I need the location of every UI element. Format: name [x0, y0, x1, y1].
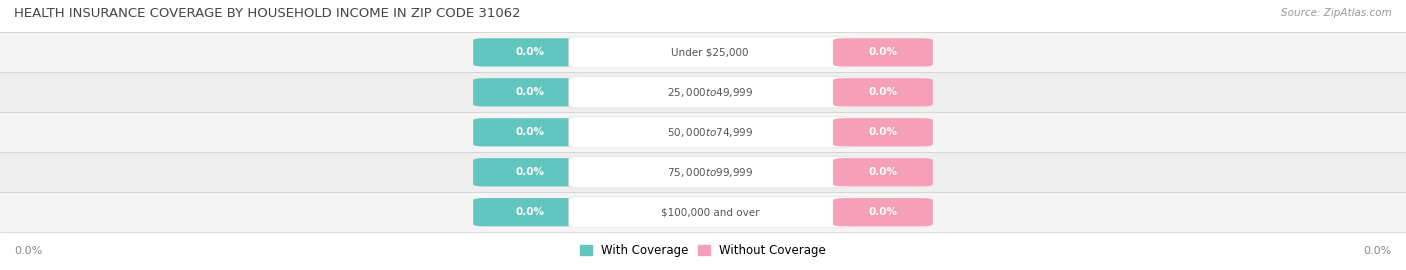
- Text: 0.0%: 0.0%: [516, 127, 544, 137]
- Text: 0.0%: 0.0%: [516, 47, 544, 58]
- FancyBboxPatch shape: [832, 38, 934, 66]
- FancyBboxPatch shape: [569, 37, 852, 68]
- Text: $100,000 and over: $100,000 and over: [661, 207, 759, 217]
- Text: 0.0%: 0.0%: [516, 207, 544, 217]
- FancyBboxPatch shape: [472, 78, 588, 106]
- Legend: With Coverage, Without Coverage: With Coverage, Without Coverage: [575, 239, 831, 261]
- FancyBboxPatch shape: [472, 118, 588, 146]
- Text: 0.0%: 0.0%: [869, 127, 897, 137]
- FancyBboxPatch shape: [0, 112, 1406, 152]
- Text: $50,000 to $74,999: $50,000 to $74,999: [666, 126, 754, 139]
- Text: 0.0%: 0.0%: [1364, 246, 1392, 256]
- FancyBboxPatch shape: [0, 32, 1406, 72]
- Text: 0.0%: 0.0%: [869, 87, 897, 97]
- FancyBboxPatch shape: [472, 38, 588, 66]
- FancyBboxPatch shape: [832, 78, 934, 106]
- Text: 0.0%: 0.0%: [14, 246, 42, 256]
- FancyBboxPatch shape: [832, 198, 934, 226]
- Text: $25,000 to $49,999: $25,000 to $49,999: [666, 86, 754, 99]
- Text: 0.0%: 0.0%: [869, 207, 897, 217]
- FancyBboxPatch shape: [569, 197, 852, 228]
- FancyBboxPatch shape: [472, 158, 588, 186]
- FancyBboxPatch shape: [472, 198, 588, 226]
- FancyBboxPatch shape: [569, 77, 852, 108]
- FancyBboxPatch shape: [832, 118, 934, 146]
- Text: HEALTH INSURANCE COVERAGE BY HOUSEHOLD INCOME IN ZIP CODE 31062: HEALTH INSURANCE COVERAGE BY HOUSEHOLD I…: [14, 7, 520, 20]
- Text: 0.0%: 0.0%: [516, 167, 544, 177]
- FancyBboxPatch shape: [832, 158, 934, 186]
- Text: $75,000 to $99,999: $75,000 to $99,999: [666, 166, 754, 179]
- FancyBboxPatch shape: [0, 72, 1406, 112]
- Text: Under $25,000: Under $25,000: [671, 47, 749, 58]
- FancyBboxPatch shape: [0, 192, 1406, 232]
- Text: 0.0%: 0.0%: [516, 87, 544, 97]
- Text: 0.0%: 0.0%: [869, 47, 897, 58]
- Text: 0.0%: 0.0%: [869, 167, 897, 177]
- FancyBboxPatch shape: [569, 117, 852, 148]
- Text: Source: ZipAtlas.com: Source: ZipAtlas.com: [1281, 8, 1392, 19]
- FancyBboxPatch shape: [0, 152, 1406, 192]
- FancyBboxPatch shape: [569, 157, 852, 188]
